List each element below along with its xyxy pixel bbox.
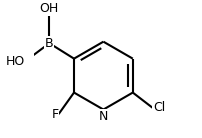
Text: N: N (99, 110, 108, 123)
Text: OH: OH (40, 2, 59, 15)
Text: F: F (52, 108, 59, 121)
Text: Cl: Cl (153, 101, 165, 115)
Text: HO: HO (5, 55, 25, 68)
Text: B: B (45, 37, 54, 50)
